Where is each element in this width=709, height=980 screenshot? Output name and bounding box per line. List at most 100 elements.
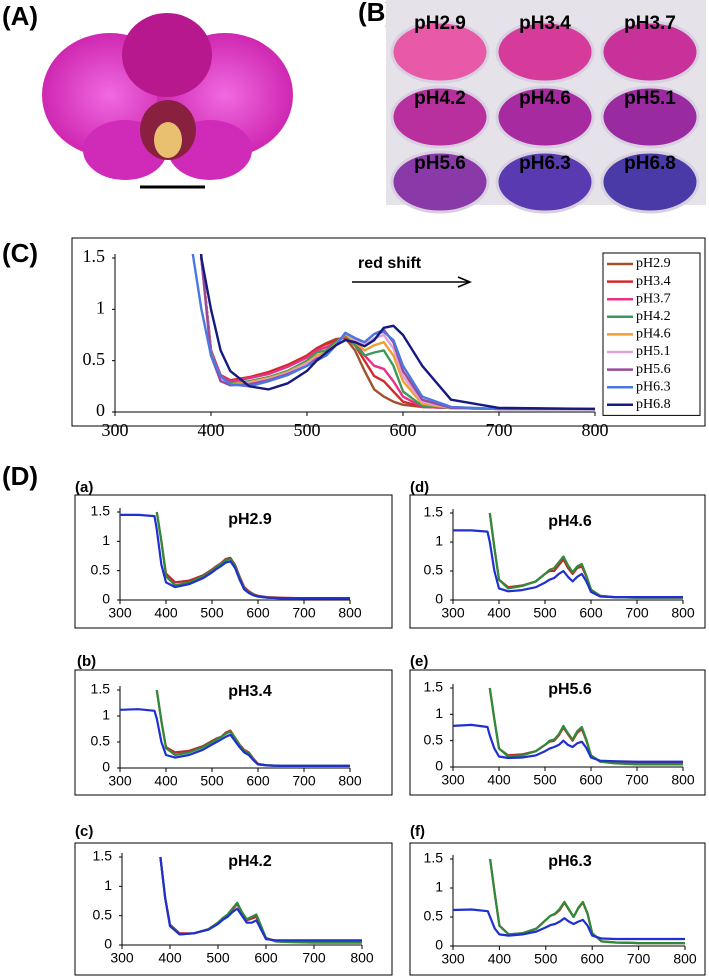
well-label: pH4.6 bbox=[519, 88, 571, 109]
y-tick-label: 1.5 bbox=[91, 503, 111, 519]
panel-label: (f) bbox=[410, 823, 425, 840]
panel-label: (d) bbox=[410, 479, 429, 496]
x-tick-label: 800 bbox=[338, 605, 362, 621]
y-tick-label: 0.5 bbox=[424, 562, 444, 578]
well-label: pH2.9 bbox=[414, 13, 466, 34]
spectrum-line bbox=[489, 858, 685, 945]
chart: (C) 0 0.5 1 1.5 300 400 500 600 700 800 red shift pH… bbox=[2, 237, 706, 440]
x-tick-label: 700 bbox=[292, 773, 316, 789]
y-tick-label: 1.5 bbox=[83, 246, 106, 266]
x-tick-label: 600 bbox=[579, 772, 603, 788]
chart-title: pH6.3 bbox=[548, 853, 592, 870]
y-tick-label: 0.5 bbox=[91, 733, 111, 749]
x-tick-label: 600 bbox=[254, 950, 278, 966]
chart: (b) pH3.4 0 0.5 1 1.5 300 400 500 600 700 800 bbox=[74, 653, 393, 796]
y-tick-label: 0 bbox=[102, 591, 110, 607]
y-tick-label: 0.5 bbox=[83, 349, 106, 369]
annotation: red shift bbox=[358, 255, 422, 272]
panel-label: (a) bbox=[75, 479, 93, 496]
legend-label: pH5.6 bbox=[636, 362, 671, 377]
y-tick-label: 1 bbox=[435, 705, 443, 721]
x-tick-label: 500 bbox=[533, 772, 557, 788]
x-tick-label: 300 bbox=[441, 605, 465, 621]
x-tick-label: 800 bbox=[671, 772, 695, 788]
y-tick-label: 1.5 bbox=[424, 679, 444, 695]
spectrum-line bbox=[120, 513, 350, 600]
orchid-photo bbox=[42, 13, 293, 180]
spectrum-line bbox=[453, 908, 685, 941]
y-tick-label: 1 bbox=[104, 877, 112, 893]
legend-label: pH6.3 bbox=[636, 379, 671, 394]
x-tick-label: 500 bbox=[200, 605, 224, 621]
panel-label: (b) bbox=[77, 653, 96, 670]
y-tick-label: 1 bbox=[435, 879, 443, 895]
legend-label: pH5.1 bbox=[636, 344, 671, 359]
panel-label: (C) bbox=[2, 238, 38, 268]
panel-label: (c) bbox=[75, 823, 93, 840]
panel-label: (D) bbox=[2, 461, 38, 491]
x-tick-label: 700 bbox=[292, 605, 316, 621]
spectrum-line bbox=[199, 254, 596, 411]
x-tick-label: 400 bbox=[487, 605, 511, 621]
x-tick-label: 400 bbox=[154, 773, 178, 789]
well-label: pH6.3 bbox=[519, 153, 571, 174]
chart-frame bbox=[74, 494, 393, 629]
legend-label: pH2.9 bbox=[636, 256, 671, 271]
y-tick-label: 1 bbox=[102, 532, 110, 548]
x-tick-label: 600 bbox=[246, 773, 270, 789]
chart-title: pH4.2 bbox=[228, 853, 272, 870]
y-tick-label: 0.5 bbox=[424, 908, 444, 924]
y-tick-label: 0 bbox=[96, 400, 105, 420]
legend-label: pH3.4 bbox=[636, 274, 671, 289]
x-tick-label: 400 bbox=[488, 951, 512, 967]
x-tick-label: 400 bbox=[198, 420, 225, 440]
x-tick-label: 700 bbox=[625, 772, 649, 788]
y-tick-label: 0.5 bbox=[93, 906, 113, 922]
well bbox=[390, 20, 490, 84]
well-label: pH3.4 bbox=[519, 13, 571, 34]
spectrum-line bbox=[159, 856, 362, 942]
x-tick-label: 600 bbox=[579, 605, 603, 621]
x-tick-label: 800 bbox=[673, 951, 697, 967]
x-tick-label: 400 bbox=[154, 605, 178, 621]
spectrum-line bbox=[453, 529, 683, 599]
well bbox=[600, 20, 700, 84]
x-tick-label: 300 bbox=[108, 773, 132, 789]
chart-frame bbox=[409, 669, 706, 796]
x-tick-label: 300 bbox=[102, 420, 129, 440]
well bbox=[495, 150, 595, 214]
y-tick-label: 0 bbox=[435, 591, 443, 607]
x-tick-label: 600 bbox=[581, 951, 605, 967]
chart-title: pH3.4 bbox=[228, 683, 272, 700]
x-tick-label: 500 bbox=[534, 951, 558, 967]
x-tick-label: 300 bbox=[441, 772, 465, 788]
chart-title: pH4.6 bbox=[548, 513, 592, 530]
y-tick-label: 0 bbox=[435, 758, 443, 774]
y-tick-label: 1 bbox=[102, 707, 110, 723]
chart-title: pH2.9 bbox=[228, 511, 272, 528]
x-tick-label: 600 bbox=[246, 605, 270, 621]
x-tick-label: 500 bbox=[206, 950, 230, 966]
spectrum-line bbox=[489, 858, 685, 945]
x-tick-label: 500 bbox=[533, 605, 557, 621]
y-tick-label: 0.5 bbox=[91, 561, 111, 577]
x-tick-label: 600 bbox=[390, 420, 417, 440]
y-tick-label: 1 bbox=[435, 533, 443, 549]
chart-frame bbox=[409, 842, 706, 976]
x-tick-label: 800 bbox=[582, 420, 609, 440]
well-label: pH3.7 bbox=[624, 13, 676, 34]
x-tick-label: 700 bbox=[302, 950, 326, 966]
well-label: pH5.1 bbox=[624, 88, 676, 109]
chart: (d) pH4.6 0 0.5 1 1.5 300 400 500 600 700 800 bbox=[409, 479, 706, 629]
x-tick-label: 500 bbox=[294, 420, 321, 440]
x-tick-label: 300 bbox=[108, 605, 132, 621]
well bbox=[390, 85, 490, 149]
chart: (a) pH2.9 0 0.5 1 1.5 300 400 500 600 700 800 bbox=[74, 479, 393, 629]
legend-label: pH4.6 bbox=[636, 327, 671, 342]
legend-label: pH6.8 bbox=[636, 397, 671, 412]
chart-title: pH5.6 bbox=[548, 681, 592, 698]
y-tick-label: 0 bbox=[104, 936, 112, 952]
x-tick-label: 800 bbox=[671, 605, 695, 621]
chart-frame bbox=[71, 237, 706, 427]
